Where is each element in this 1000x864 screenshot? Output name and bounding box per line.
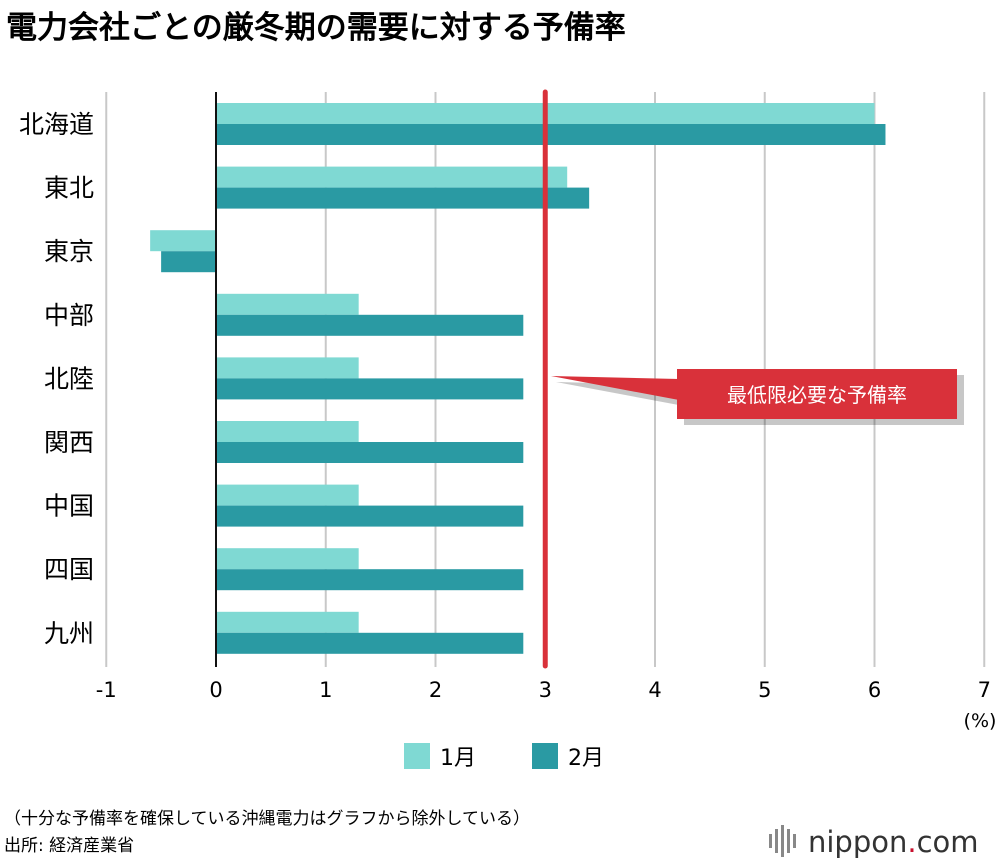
- bar-feb: [216, 569, 524, 591]
- x-tick-label: 4: [648, 678, 661, 702]
- legend-swatch: [404, 743, 430, 769]
- callout-box: [677, 369, 957, 419]
- bar-jan: [216, 548, 359, 570]
- category-label: 北海道: [19, 110, 94, 139]
- bar-jan: [216, 611, 359, 633]
- bar-feb: [216, 314, 524, 336]
- category-label: 九州: [44, 619, 94, 648]
- bar-feb: [216, 124, 886, 145]
- note-excluded: （十分な予備率を確保している沖縄電力はグラフから除外している）: [4, 809, 530, 829]
- bar-feb: [216, 505, 524, 527]
- bar-feb: [216, 632, 524, 654]
- bar-feb: [216, 187, 590, 209]
- brand-logo: nippon.com: [769, 825, 979, 859]
- x-tick-label: 7: [978, 678, 991, 702]
- bar-jan: [216, 357, 359, 379]
- reference-callout: 最低限必要な予備率: [551, 369, 964, 425]
- bars: [150, 103, 886, 654]
- x-tick-label: 3: [539, 678, 552, 702]
- legend-label: 1月: [440, 746, 476, 771]
- category-label: 関西: [44, 428, 94, 457]
- category-label: 東北: [44, 174, 94, 203]
- x-tick-label: 2: [429, 678, 442, 702]
- note-source: 出所: 経済産業省: [4, 836, 134, 856]
- bar-jan: [216, 484, 359, 506]
- x-tick-label: 5: [758, 678, 771, 702]
- category-label: 中国: [44, 492, 94, 521]
- legend-label: 2月: [568, 746, 604, 771]
- legend-swatch: [532, 743, 558, 769]
- x-tick-labels: -1 0 1 2 3 4 5 6 7: [96, 678, 991, 702]
- category-label: 東京: [44, 237, 94, 266]
- callout-pointer: [551, 376, 679, 400]
- x-tick-label: 0: [209, 678, 222, 702]
- bar-jan: [216, 166, 568, 188]
- bar-jan: [216, 293, 359, 315]
- bar-jan: [150, 230, 216, 252]
- category-label: 中部: [44, 301, 94, 330]
- x-axis-unit: (%): [964, 710, 997, 732]
- x-tick-label: -1: [96, 678, 117, 702]
- brand-text: nippon.com: [808, 825, 979, 859]
- callout-label: 最低限必要な予備率: [727, 383, 907, 407]
- category-label: 北陸: [44, 364, 94, 393]
- waveform-icon: [769, 825, 796, 857]
- bar-feb: [216, 442, 524, 463]
- bar-feb: [216, 378, 524, 400]
- x-tick-label: 1: [319, 678, 332, 702]
- x-tick-label: 6: [868, 678, 881, 702]
- category-label: 四国: [44, 555, 94, 584]
- legend: 1月 2月: [404, 743, 604, 771]
- bar-jan: [216, 421, 359, 442]
- chart-title: 電力会社ごとの厳冬期の需要に対する予備率: [6, 10, 626, 46]
- bar-feb: [161, 251, 216, 273]
